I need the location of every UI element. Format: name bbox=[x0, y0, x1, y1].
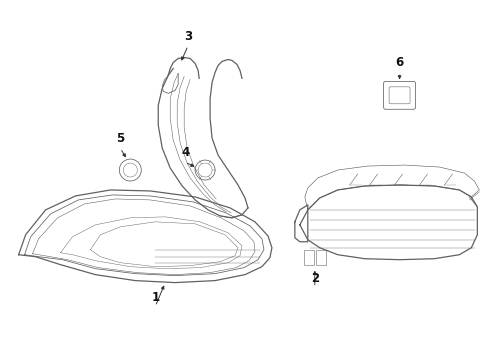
Text: 2: 2 bbox=[311, 271, 319, 285]
Text: 3: 3 bbox=[184, 30, 192, 42]
Text: 1: 1 bbox=[151, 291, 159, 303]
Text: 5: 5 bbox=[116, 132, 124, 145]
Text: 4: 4 bbox=[181, 146, 189, 159]
Text: 6: 6 bbox=[395, 57, 404, 69]
